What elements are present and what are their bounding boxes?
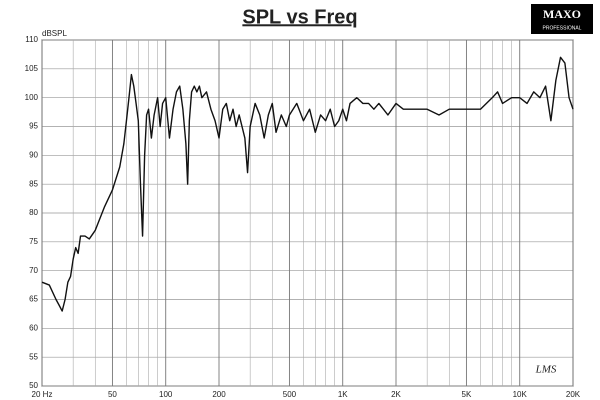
logo-box xyxy=(531,4,593,34)
chart-title: SPL vs Freq xyxy=(242,6,357,28)
x-tick-label: 10K xyxy=(513,390,528,399)
y-tick-label: 50 xyxy=(29,381,38,390)
y-tick-label: 85 xyxy=(29,179,38,188)
logo-name: MAXO xyxy=(543,7,581,21)
x-tick-label: 200 xyxy=(212,390,226,399)
y-tick-label: 95 xyxy=(29,122,38,131)
y-tick-label: 65 xyxy=(29,295,38,304)
x-tick-label: 20 Hz xyxy=(32,390,53,399)
x-tick-label: 20K xyxy=(566,390,581,399)
y-axis-label: dBSPL xyxy=(42,29,67,38)
y-tick-label: 70 xyxy=(29,266,38,275)
logo-tagline: PROFESSIONAL xyxy=(543,25,582,31)
x-tick-label: 1K xyxy=(338,390,348,399)
y-tick-label: 60 xyxy=(29,323,38,332)
x-tick-label: 2K xyxy=(391,390,401,399)
y-tick-label: 90 xyxy=(29,150,38,159)
y-tick-label: 110 xyxy=(25,35,38,44)
x-tick-label: 5K xyxy=(462,390,472,399)
y-tick-label: 100 xyxy=(25,93,39,102)
x-tick-label: 500 xyxy=(283,390,297,399)
x-tick-label: 50 xyxy=(108,390,117,399)
x-tick-label: 100 xyxy=(159,390,173,399)
y-tick-label: 55 xyxy=(29,352,38,361)
y-tick-label: 105 xyxy=(25,64,39,73)
signature: LMS xyxy=(535,364,557,376)
y-tick-label: 75 xyxy=(29,237,38,246)
spl-curve xyxy=(41,56,574,312)
y-tick-label: 80 xyxy=(29,208,38,217)
